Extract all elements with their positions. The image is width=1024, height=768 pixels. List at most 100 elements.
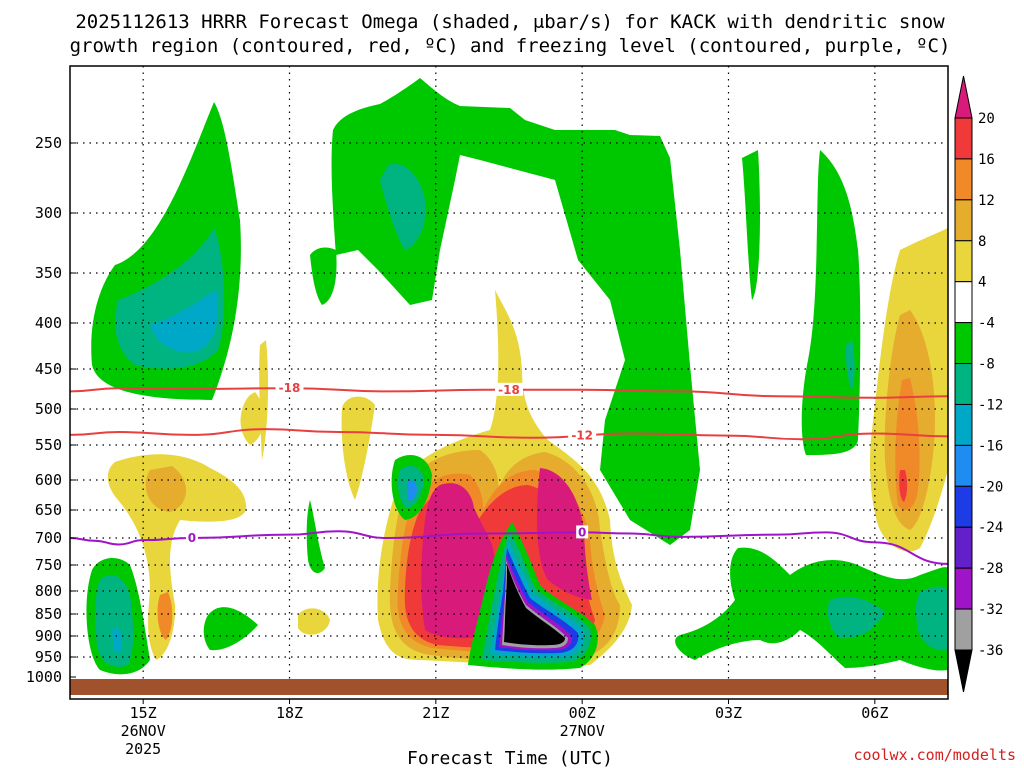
contour-lines: -18 -18 -12 0 0 bbox=[69, 381, 949, 565]
contour-line-freezing-level-0 bbox=[69, 530, 949, 565]
y-axis: 250 300 350 400 450 500 550 600 650 700 750 800 850 9… bbox=[26, 134, 76, 686]
contour-label-freezing-level-0: 0 bbox=[578, 525, 586, 539]
omega-region-negative-core-black bbox=[504, 564, 565, 646]
omega-region-low-left-negative-cyan bbox=[112, 628, 122, 653]
chart-title-line-2: growth region (contoured, red, ºC) and f… bbox=[70, 35, 951, 57]
omega-region-low-left-negative-teal bbox=[95, 575, 134, 667]
y-tick-label-800: 800 bbox=[35, 582, 62, 600]
omega-shading bbox=[86, 78, 948, 675]
colorbar-box-8 bbox=[954, 444, 973, 487]
y-tick-label-700: 700 bbox=[35, 529, 62, 547]
contour-label-temperature--18: -18 bbox=[498, 383, 520, 397]
y-tick-label-350: 350 bbox=[35, 264, 62, 282]
y-tick-label-750: 750 bbox=[35, 556, 62, 574]
omega-region-lower-right-negative bbox=[675, 547, 948, 671]
omega-region-center-max-left bbox=[421, 483, 495, 639]
chart-title-line-1: 2025112613 HRRR Forecast Omega (shaded, … bbox=[75, 11, 945, 33]
omega-region-low-left-positive-8 bbox=[145, 466, 187, 512]
y-tick-label-500: 500 bbox=[35, 400, 62, 418]
colorbar-label-20: 20 bbox=[978, 111, 995, 127]
colorbar-box-3 bbox=[954, 240, 973, 283]
colorbar-label-12: 12 bbox=[978, 193, 995, 209]
x-tick-label-15Z: 15Z bbox=[130, 704, 157, 722]
x-tick-label-18Z: 18Z bbox=[276, 704, 303, 722]
omega-region-low-small-neg-1 bbox=[203, 607, 258, 651]
x-tick-label-21Z: 21Z bbox=[422, 704, 449, 722]
contour-label-bg-2-0 bbox=[185, 531, 198, 544]
colorbar-label-8: 8 bbox=[978, 234, 986, 250]
omega-region-right-positive-16 bbox=[899, 470, 908, 502]
x-tick-label-00Z: 00Z bbox=[569, 704, 596, 722]
omega-region-small-negative-blue bbox=[407, 480, 417, 501]
contour-label-bg-0-1 bbox=[495, 382, 523, 396]
colorbar-box-11 bbox=[954, 567, 973, 610]
y-tick-label-900: 900 bbox=[35, 627, 62, 645]
y-tick-label-250: 250 bbox=[35, 134, 62, 152]
colorbar-box-7 bbox=[954, 403, 973, 446]
colorbar-box-9 bbox=[954, 485, 973, 528]
ground-surface bbox=[70, 679, 948, 695]
colorbar-label--20: -20 bbox=[978, 479, 1003, 495]
x-tick-label-06Z: 06Z bbox=[861, 704, 888, 722]
omega-region-lower-right-negative-teal-2 bbox=[915, 586, 948, 651]
omega-region-low-left-positive bbox=[107, 454, 247, 660]
x-tick-label-03Z: 03Z bbox=[715, 704, 742, 722]
x-tick-date-00Z: 27NOV bbox=[560, 722, 605, 740]
omega-region-low-small-neg-2 bbox=[306, 500, 325, 574]
colorbar-label--8: -8 bbox=[978, 357, 995, 373]
colorbar: 20 16 12 8 4 -4 -8 -12 -16 -20 -24 -28 -32 -36 bbox=[954, 75, 1003, 693]
contour-label-bg-2-1 bbox=[576, 525, 589, 539]
omega-region-lower-right-negative-teal bbox=[827, 596, 885, 639]
x-axis-title: Forecast Time (UTC) bbox=[407, 748, 613, 768]
y-tick-label-600: 600 bbox=[35, 471, 62, 489]
omega-region-center-max-right bbox=[536, 468, 592, 600]
colorbar-box-12 bbox=[954, 608, 973, 651]
credit-link[interactable]: coolwx.com/modelts bbox=[853, 746, 1016, 764]
y-tick-label-450: 450 bbox=[35, 360, 62, 378]
omega-region-low-left-positive-12 bbox=[157, 592, 173, 640]
colorbar-box-0 bbox=[954, 117, 973, 160]
x-tick-date-15Z: 26NOV bbox=[121, 722, 166, 740]
omega-region-mid-positive-small bbox=[298, 608, 330, 635]
colorbar-label--28: -28 bbox=[978, 561, 1003, 577]
colorbar-label--24: -24 bbox=[978, 520, 1003, 536]
x-tick-year-15Z: 2025 bbox=[125, 740, 161, 758]
contour-line-temperature--12 bbox=[69, 428, 949, 441]
y-tick-label-950: 950 bbox=[35, 648, 62, 666]
omega-region-left-positive bbox=[240, 392, 265, 445]
contour-label-bg-1-0 bbox=[568, 428, 597, 442]
plot-frame bbox=[69, 65, 949, 700]
y-tick-label-300: 300 bbox=[35, 204, 62, 222]
y-tick-label-400: 400 bbox=[35, 314, 62, 332]
omega-region-upper-left-core-2 bbox=[150, 290, 219, 353]
contour-label-freezing-level-0: 0 bbox=[188, 531, 196, 545]
colorbar-triangle-top bbox=[954, 75, 973, 119]
colorbar-box-10 bbox=[954, 526, 973, 569]
colorbar-label--4: -4 bbox=[978, 316, 995, 332]
omega-region-upper-center-core bbox=[380, 164, 426, 250]
colorbar-box-5 bbox=[954, 322, 973, 365]
colorbar-box-2 bbox=[954, 199, 973, 242]
y-tick-label-550: 550 bbox=[35, 436, 62, 454]
omega-region-left-blob bbox=[310, 247, 337, 305]
y-tick-label-850: 850 bbox=[35, 605, 62, 623]
colorbar-box-4 bbox=[954, 281, 973, 324]
plot-area: -18 -18 -12 0 0 bbox=[69, 65, 949, 700]
omega-region-mid-positive-col bbox=[341, 396, 375, 500]
colorbar-box-6 bbox=[954, 363, 973, 405]
y-tick-label-650: 650 bbox=[35, 501, 62, 519]
colorbar-label-16: 16 bbox=[978, 152, 995, 168]
colorbar-box-1 bbox=[954, 158, 973, 201]
grid-lines bbox=[70, 66, 948, 679]
contour-label-bg-0-0 bbox=[275, 381, 304, 395]
omega-region-right-1 bbox=[742, 150, 760, 300]
omega-region-right-2 bbox=[801, 150, 861, 455]
contour-label-temperature--12: -12 bbox=[571, 429, 593, 443]
colorbar-triangle-bottom bbox=[954, 649, 973, 693]
colorbar-label-4: 4 bbox=[978, 275, 986, 291]
colorbar-label--16: -16 bbox=[978, 438, 1003, 454]
y-tick-label-1000: 1000 bbox=[26, 668, 62, 686]
colorbar-label--36: -36 bbox=[978, 643, 1003, 659]
